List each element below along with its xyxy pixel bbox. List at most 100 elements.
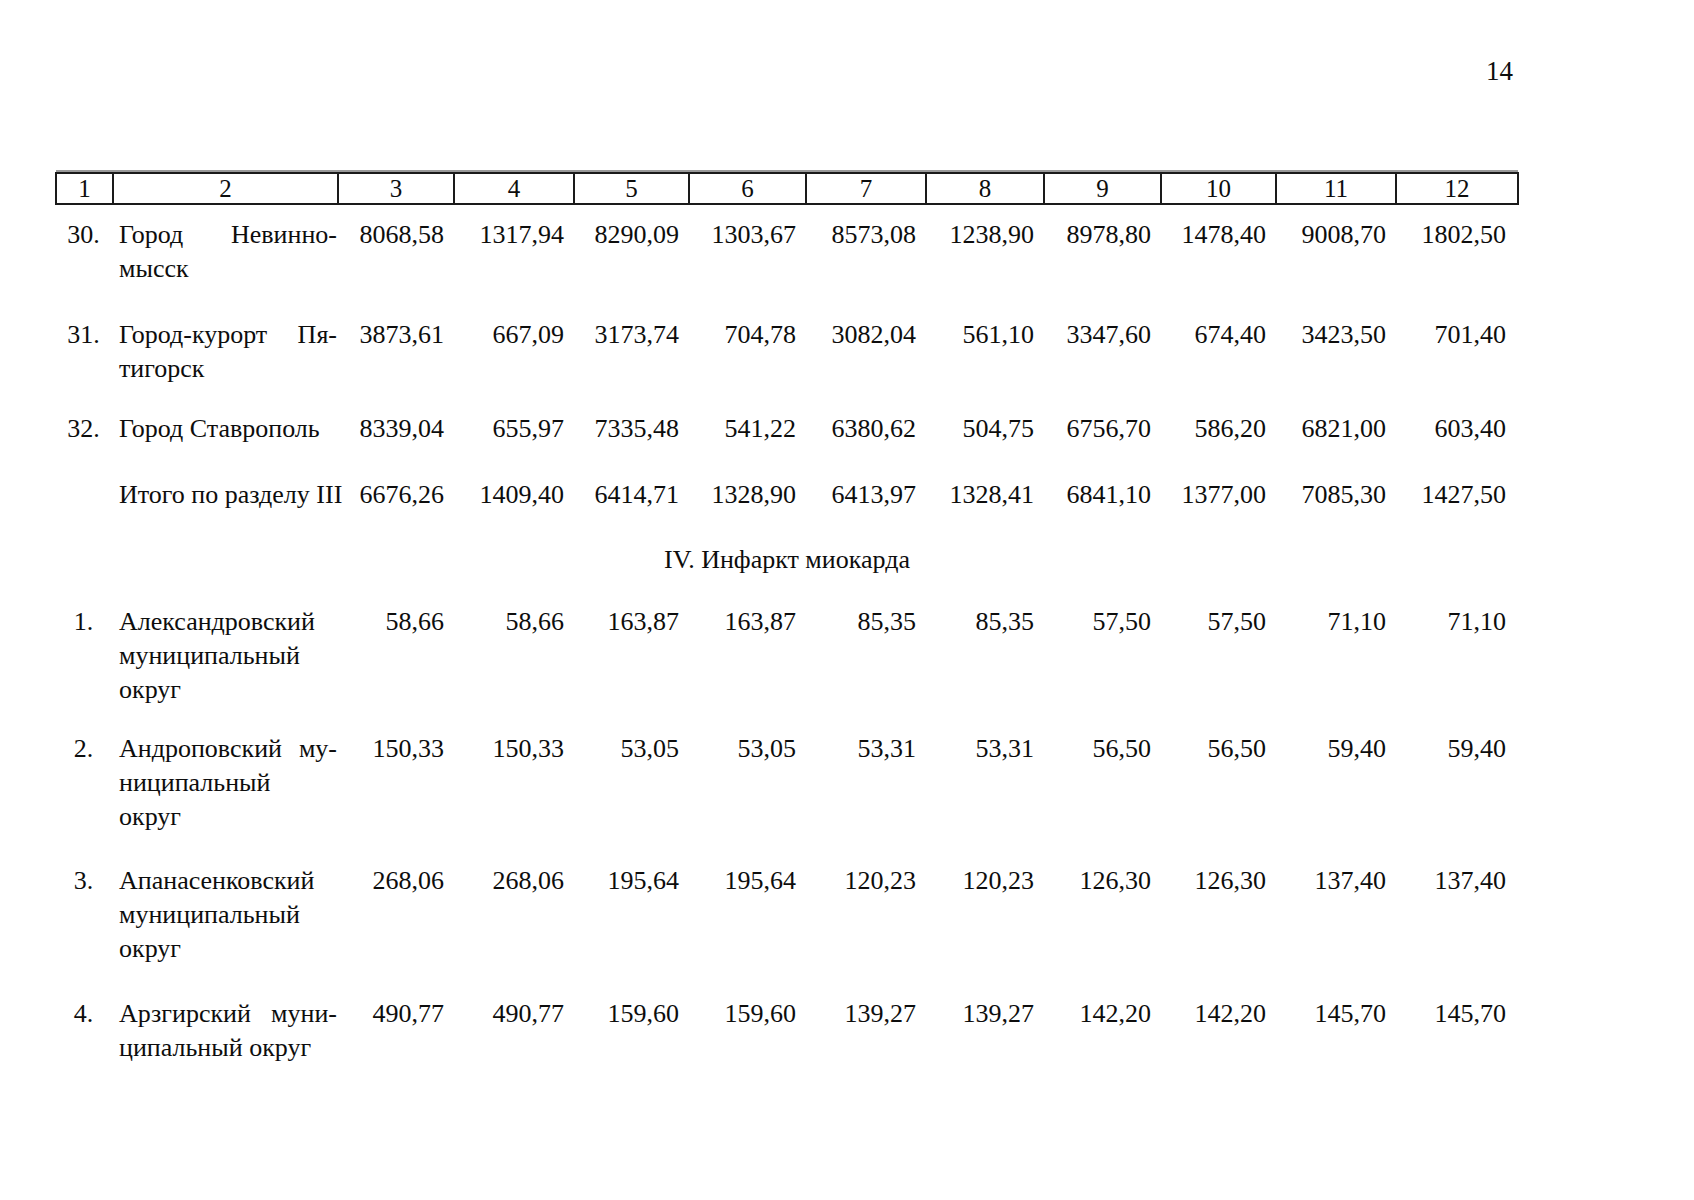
row-value: 53,31 [925,732,1043,766]
row-value: 163,87 [688,605,805,639]
header-cell: 11 [1277,174,1397,203]
section-4-title: IV. Инфаркт миокарда [55,543,1519,577]
table-row: 3.Апанасенковскиймуниципальныйокруг268,0… [55,864,1519,966]
row-value: 159,60 [688,997,805,1031]
header-cell: 2 [114,174,339,203]
row-name-line: мысск [119,252,337,286]
row-value: 53,05 [688,732,805,766]
row-value: 268,06 [453,864,573,898]
row-value: 674,40 [1160,318,1275,352]
row-name: Итого по разделу III [112,478,337,512]
row-value: 8068,58 [337,218,453,252]
row-number: 32. [55,412,112,446]
row-value: 126,30 [1160,864,1275,898]
row-value: 490,77 [453,997,573,1031]
row-value: 3173,74 [573,318,688,352]
table-row: 30.Город Невинно-мысск8068,581317,948290… [55,218,1519,286]
row-value: 139,27 [805,997,925,1031]
row-value: 541,22 [688,412,805,446]
report-table: 123456789101112 30.Город Невинно-мысск80… [55,172,1519,1065]
row-value: 6380,62 [805,412,925,446]
header-cell: 10 [1162,174,1277,203]
row-value: 701,40 [1395,318,1515,352]
row-value: 1238,90 [925,218,1043,252]
row-value: 268,06 [337,864,453,898]
row-value: 6841,10 [1043,478,1160,512]
row-value: 1303,67 [688,218,805,252]
row-name: Александровскиймуниципальныйокруг [112,605,337,707]
row-value: 3082,04 [805,318,925,352]
row-name: Город-курорт Пя-тигорск [112,318,337,386]
row-value: 53,31 [805,732,925,766]
row-name-line: муниципальный [119,639,337,673]
row-value: 1317,94 [453,218,573,252]
table-row-total: Итого по разделу III6676,261409,406414,7… [55,478,1519,512]
header-cell: 5 [575,174,690,203]
row-value: 59,40 [1275,732,1395,766]
row-value: 145,70 [1275,997,1395,1031]
row-name-line: муниципальный [119,898,337,932]
row-value: 1427,50 [1395,478,1515,512]
row-number: 31. [55,318,112,352]
row-number: 1. [55,605,112,639]
row-value: 9008,70 [1275,218,1395,252]
row-value: 3423,50 [1275,318,1395,352]
row-value: 85,35 [805,605,925,639]
row-value: 8573,08 [805,218,925,252]
row-value: 195,64 [688,864,805,898]
row-value: 150,33 [453,732,573,766]
page-number: 14 [1486,56,1513,87]
row-value: 145,70 [1395,997,1515,1031]
row-value: 6413,97 [805,478,925,512]
table-row: 32.Город Ставрополь8339,04655,977335,485… [55,412,1519,446]
header-cell: 7 [807,174,927,203]
row-name-line: округ [119,673,337,707]
header-cell: 1 [57,174,114,203]
row-value: 195,64 [573,864,688,898]
row-name-line: Город Ставрополь [119,412,337,446]
row-value: 6821,00 [1275,412,1395,446]
row-name-line: Андроповский му- [119,732,337,766]
row-value: 137,40 [1395,864,1515,898]
row-name-line: округ [119,800,337,834]
row-name-line: Итого по разделу III [119,478,337,512]
row-value: 120,23 [925,864,1043,898]
row-number: 3. [55,864,112,898]
row-value: 56,50 [1160,732,1275,766]
table-row: 4.Арзгирский муни-ципальный округ490,774… [55,997,1519,1065]
row-value: 1377,00 [1160,478,1275,512]
row-name: Апанасенковскиймуниципальныйокруг [112,864,337,966]
header-cell: 3 [339,174,455,203]
row-name-line: Город-курорт Пя- [119,318,337,352]
row-name-line: округ [119,932,337,966]
row-value: 586,20 [1160,412,1275,446]
row-value: 603,40 [1395,412,1515,446]
document-page: 14 123456789101112 30.Город Невинно-мысс… [0,0,1694,1200]
row-value: 53,05 [573,732,688,766]
row-name: Город Ставрополь [112,412,337,446]
row-value: 159,60 [573,997,688,1031]
row-name-line: Город Невинно- [119,218,337,252]
row-value: 120,23 [805,864,925,898]
row-value: 57,50 [1043,605,1160,639]
row-value: 655,97 [453,412,573,446]
row-value: 8339,04 [337,412,453,446]
row-value: 1328,90 [688,478,805,512]
header-cell: 12 [1397,174,1517,203]
row-name-line: Александровский [119,605,337,639]
row-value: 6756,70 [1043,412,1160,446]
row-value: 7335,48 [573,412,688,446]
row-number: 2. [55,732,112,766]
row-number: 30. [55,218,112,252]
row-name-line: Апанасенковский [119,864,337,898]
row-name-line: Арзгирский муни- [119,997,337,1031]
row-value: 6676,26 [337,478,453,512]
row-value: 163,87 [573,605,688,639]
row-value: 71,10 [1395,605,1515,639]
row-value: 1478,40 [1160,218,1275,252]
row-value: 58,66 [337,605,453,639]
row-value: 126,30 [1043,864,1160,898]
header-cell: 9 [1045,174,1162,203]
row-value: 85,35 [925,605,1043,639]
row-value: 57,50 [1160,605,1275,639]
